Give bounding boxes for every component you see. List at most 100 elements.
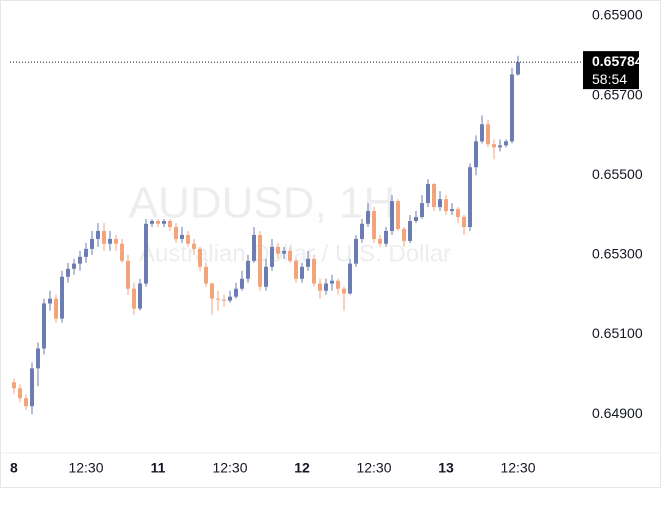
candle-body — [126, 260, 130, 289]
candle-body — [432, 183, 436, 208]
x-tick-label: 11 — [151, 460, 166, 476]
candle-body — [240, 278, 244, 289]
y-tick-label: 0.65900 — [592, 7, 643, 23]
y-tick-label: 0.65500 — [592, 166, 643, 182]
candle-body — [216, 298, 220, 300]
candle-body — [378, 238, 382, 244]
candle-body — [270, 246, 274, 267]
candle-body — [138, 283, 142, 309]
candle-body — [456, 209, 460, 218]
candle-body — [450, 209, 454, 212]
y-tick-label: 0.65700 — [592, 86, 643, 102]
candle-body — [156, 221, 160, 224]
candle-body — [36, 348, 40, 369]
x-tick-label: 8 — [10, 460, 18, 476]
candle-body — [210, 283, 214, 299]
candle-body — [414, 217, 418, 222]
y-tick-label: 0.65300 — [592, 246, 643, 262]
candle-body — [474, 141, 478, 168]
candle-body — [120, 243, 124, 261]
candle-body — [78, 256, 82, 264]
candle-body — [276, 246, 280, 254]
candle-body — [300, 266, 304, 279]
candle-body — [324, 283, 328, 291]
candle-body — [354, 238, 358, 264]
watermark-title: AUDUSD, 1H — [129, 179, 396, 228]
candle-body — [18, 388, 22, 399]
candle-body — [360, 223, 364, 239]
candle-body — [174, 226, 178, 239]
candle-body — [498, 145, 502, 148]
candle-body — [24, 398, 28, 407]
candle-body — [168, 221, 172, 227]
countdown: 58:54 — [592, 71, 627, 87]
x-tick-label: 12:30 — [212, 460, 247, 476]
candle-body — [330, 280, 334, 284]
candle-body — [510, 74, 514, 142]
candle-body — [162, 221, 166, 224]
candle-body — [90, 238, 94, 249]
candle-body — [312, 258, 316, 284]
x-tick-label: 12 — [294, 460, 310, 476]
y-tick-label: 0.65100 — [592, 325, 643, 341]
candle-body — [444, 199, 448, 212]
x-tick-label: 12:30 — [68, 460, 103, 476]
candle-body — [84, 248, 88, 257]
candle-body — [72, 263, 76, 269]
candle-body — [114, 238, 118, 244]
candle-body — [96, 230, 100, 239]
last-price-label: 0.65784 — [592, 53, 643, 69]
candle-body — [246, 260, 250, 279]
candle-body — [222, 299, 226, 301]
candle-body — [60, 276, 64, 319]
candle-body — [492, 144, 496, 148]
candle-body — [420, 203, 424, 218]
candle-body — [234, 288, 238, 297]
candle-body — [486, 124, 490, 145]
candle-body — [288, 250, 292, 261]
candle-body — [132, 288, 136, 309]
candle-body — [30, 368, 34, 407]
candle-body — [468, 167, 472, 227]
last-price-box — [583, 51, 639, 90]
candle-body — [108, 238, 112, 244]
candle-body — [186, 234, 190, 244]
candle-body — [150, 221, 154, 224]
candle-body — [372, 211, 376, 239]
candle-body — [402, 228, 406, 241]
candle-body — [408, 221, 412, 241]
x-tick-label: 12:30 — [356, 460, 391, 476]
candle-body — [318, 283, 322, 291]
candle-body — [282, 250, 286, 254]
candle-body — [366, 211, 370, 224]
candle-body — [198, 248, 202, 267]
candle-body — [42, 303, 46, 349]
candle-body — [516, 62, 520, 75]
candle-body — [264, 266, 268, 287]
x-tick-label: 13 — [438, 460, 454, 476]
candle-body — [258, 234, 262, 287]
candle-body — [348, 263, 352, 294]
candle-body — [480, 124, 484, 142]
candle-body — [48, 298, 52, 304]
candle-body — [12, 382, 16, 389]
candle-body — [180, 234, 184, 239]
candle-body — [306, 258, 310, 267]
candle-body — [426, 183, 430, 204]
candle-body — [294, 260, 298, 279]
candle-body — [228, 296, 232, 301]
candle-body — [192, 243, 196, 249]
x-tick-label: 12:30 — [500, 460, 535, 476]
candle-body — [252, 234, 256, 261]
candle-body — [144, 223, 148, 284]
candle-body — [342, 288, 346, 294]
candle-body — [336, 280, 340, 289]
candle-body — [504, 141, 508, 146]
candle-body — [438, 199, 442, 208]
candle-body — [384, 230, 388, 244]
candle-body — [390, 201, 394, 231]
candle-body — [66, 268, 70, 277]
candle-body — [102, 230, 106, 244]
candle-body — [54, 298, 58, 319]
